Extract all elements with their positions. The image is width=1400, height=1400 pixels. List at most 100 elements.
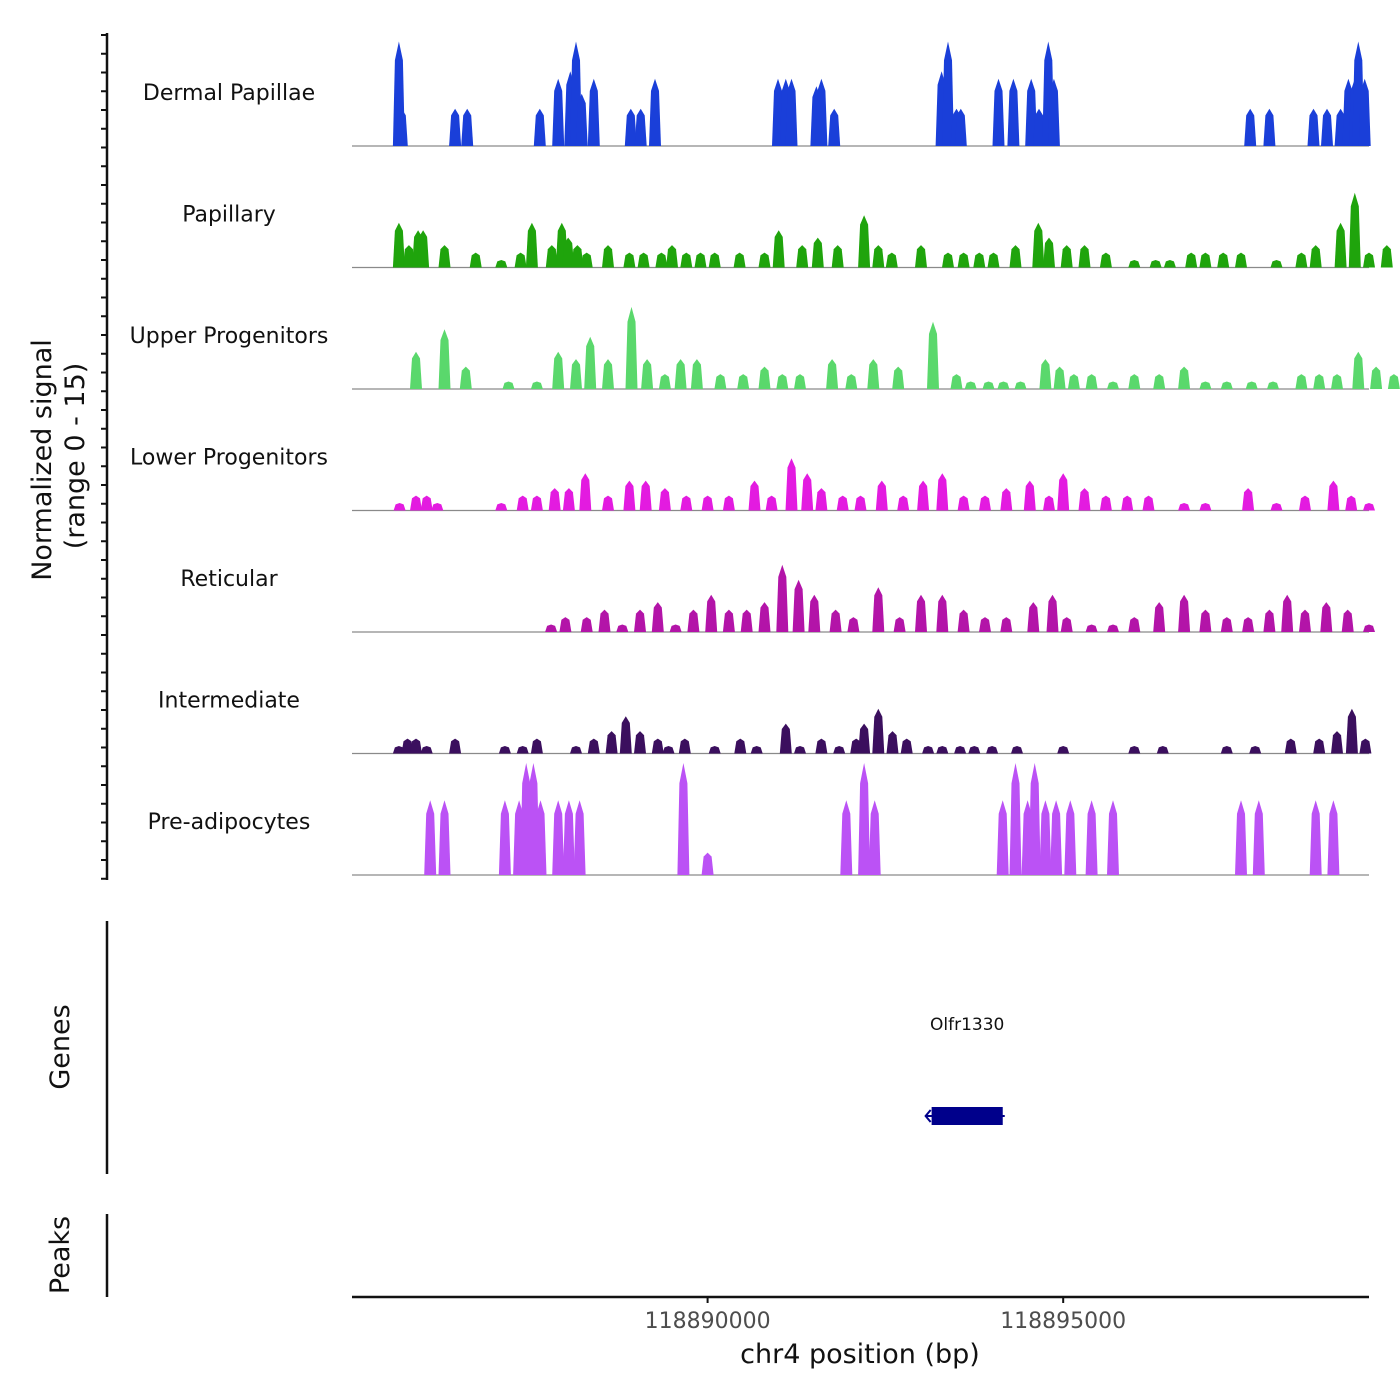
coverage-peak — [514, 252, 527, 268]
coverage-peak — [641, 359, 654, 389]
track-label: Dermal Papillae — [143, 81, 315, 106]
coverage-peak — [658, 488, 671, 511]
coverage-peak — [1220, 381, 1233, 389]
coverage-peak — [1235, 252, 1247, 268]
coverage-peak — [776, 374, 789, 389]
coverage-peak — [858, 763, 871, 875]
coverage-peak — [516, 746, 529, 754]
coverage-peak — [545, 245, 558, 268]
track-upper-progenitors: Upper Progenitors — [130, 306, 1400, 390]
coverage-peak — [395, 108, 408, 146]
coverage-peak — [438, 245, 451, 268]
coverage-peak — [571, 245, 584, 268]
coverage-peak — [808, 594, 821, 632]
coverage-peak — [1009, 245, 1022, 268]
coverage-peak — [740, 609, 753, 632]
coverage-peak — [431, 503, 444, 511]
coverage-peak — [1299, 609, 1311, 632]
coverage-peak — [936, 594, 949, 632]
coverage-peak — [417, 230, 430, 268]
coverage-peak — [533, 108, 546, 146]
coverage-peak — [534, 800, 547, 875]
coverage-peak — [897, 495, 910, 511]
coverage-peak — [651, 738, 664, 754]
coverage-peak — [1121, 495, 1134, 511]
coverage-peak — [1267, 381, 1279, 389]
coverage-peak — [1128, 746, 1141, 754]
coverage-peak — [690, 359, 703, 389]
coverage-peak — [530, 381, 543, 389]
coverage-peak — [1220, 617, 1233, 632]
coverage-peak — [575, 93, 588, 146]
coverage-peak — [957, 495, 970, 511]
track-reticular: Reticular — [180, 564, 1375, 633]
coverage-peak — [964, 381, 977, 389]
coverage-peak — [1107, 381, 1119, 389]
coverage-peak — [1064, 800, 1077, 875]
coverage-peak — [1295, 374, 1308, 389]
gene-olfr1330: Olfr1330 — [924, 1015, 1005, 1125]
coverage-peak — [1057, 473, 1070, 511]
coverage-peak — [954, 746, 967, 754]
coverage-peak — [831, 245, 844, 268]
gene-label: Olfr1330 — [930, 1015, 1004, 1035]
coverage-peak — [495, 503, 508, 511]
coverage-peak — [392, 222, 405, 268]
strand-arrow-icon — [924, 1109, 932, 1123]
coverage-peak — [758, 602, 771, 632]
coverage-peak — [1270, 503, 1283, 511]
coverage-peak — [495, 260, 508, 268]
coverage-peak — [570, 359, 582, 389]
coverage-peak — [1128, 374, 1141, 389]
coverage-peak — [758, 366, 771, 389]
coverage-peak — [1142, 495, 1155, 511]
coverage-peak — [625, 306, 638, 389]
coverage-peak — [892, 366, 905, 389]
coverage-peak — [634, 108, 647, 146]
coverage-peak — [785, 458, 798, 511]
coverage-peak — [722, 609, 735, 632]
track-papillary: Papillary — [182, 192, 1393, 269]
coverage-peak — [1359, 738, 1372, 754]
coverage-peak — [570, 746, 582, 754]
coverage-peak — [815, 78, 828, 146]
coverage-peak — [996, 800, 1009, 875]
coverage-peak — [872, 245, 885, 268]
track-lower-progenitors: Lower Progenitors — [130, 446, 1375, 512]
coverage-peak — [828, 108, 841, 146]
coverage-peak — [886, 731, 899, 754]
coverage-peak — [1331, 731, 1343, 754]
coverage-peak — [1178, 503, 1191, 511]
coverage-peak — [562, 237, 575, 268]
coverage-peak — [587, 78, 600, 146]
coverage-peak — [623, 480, 636, 511]
coverage-peak — [587, 738, 600, 754]
coverage-peak — [401, 738, 414, 754]
coverage-peak — [662, 746, 675, 754]
coverage-peak — [992, 78, 1005, 146]
coverage-peak — [677, 763, 690, 875]
coverage-peak — [579, 473, 592, 511]
coverage-peak — [833, 746, 846, 754]
coverage-peak — [1313, 738, 1326, 754]
peaks-panel-label: Peaks — [45, 1216, 76, 1294]
coverage-peak — [1156, 746, 1169, 754]
coverage-peak — [1128, 260, 1141, 268]
coverage-peak — [1047, 78, 1060, 146]
coverage-peak — [845, 374, 858, 389]
coverage-peak — [893, 617, 906, 632]
coverage-peak — [1178, 366, 1191, 389]
coverage-peak — [801, 473, 814, 511]
coverage-peak — [979, 495, 991, 511]
coverage-peak — [1320, 602, 1333, 632]
coverage-peak — [530, 738, 543, 754]
coverage-peak — [1341, 609, 1354, 632]
coverage-peak — [393, 503, 406, 511]
coverage-peak — [1380, 245, 1393, 268]
coverage-peak — [1185, 252, 1198, 268]
coverage-peak — [1085, 800, 1098, 875]
coverage-peak — [420, 746, 433, 754]
coverage-peak — [982, 381, 995, 389]
coverage-peak — [1199, 381, 1212, 389]
